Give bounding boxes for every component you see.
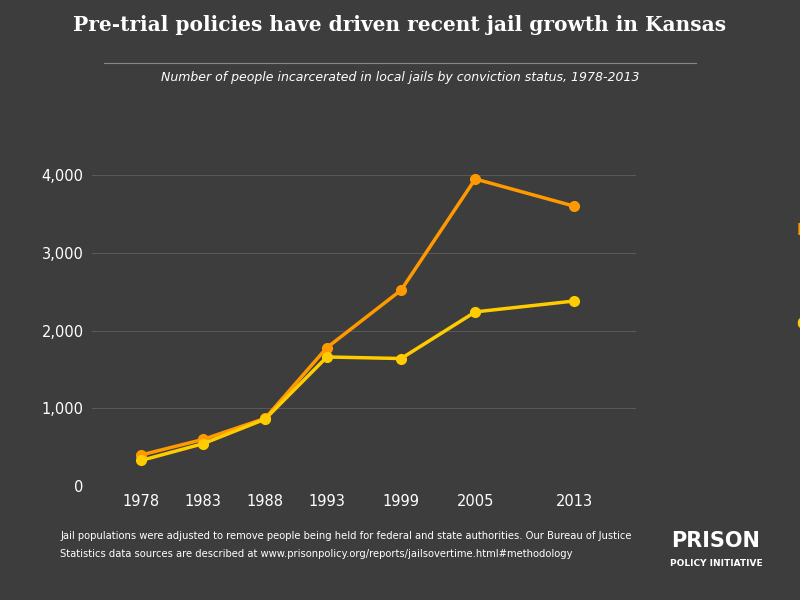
Text: Statistics data sources are described at www.prisonpolicy.org/reports/jailsovert: Statistics data sources are described at… [60,549,573,559]
Text: Convicted: Convicted [797,317,800,332]
Text: Pre-trial policies have driven recent jail growth in Kansas: Pre-trial policies have driven recent ja… [74,15,726,35]
Text: Pre-trial: Pre-trial [797,223,800,238]
Text: PRISON: PRISON [671,531,761,551]
Text: POLICY INITIATIVE: POLICY INITIATIVE [670,559,762,568]
Text: Number of people incarcerated in local jails by conviction status, 1978-2013: Number of people incarcerated in local j… [161,71,639,84]
Text: Jail populations were adjusted to remove people being held for federal and state: Jail populations were adjusted to remove… [60,531,631,541]
